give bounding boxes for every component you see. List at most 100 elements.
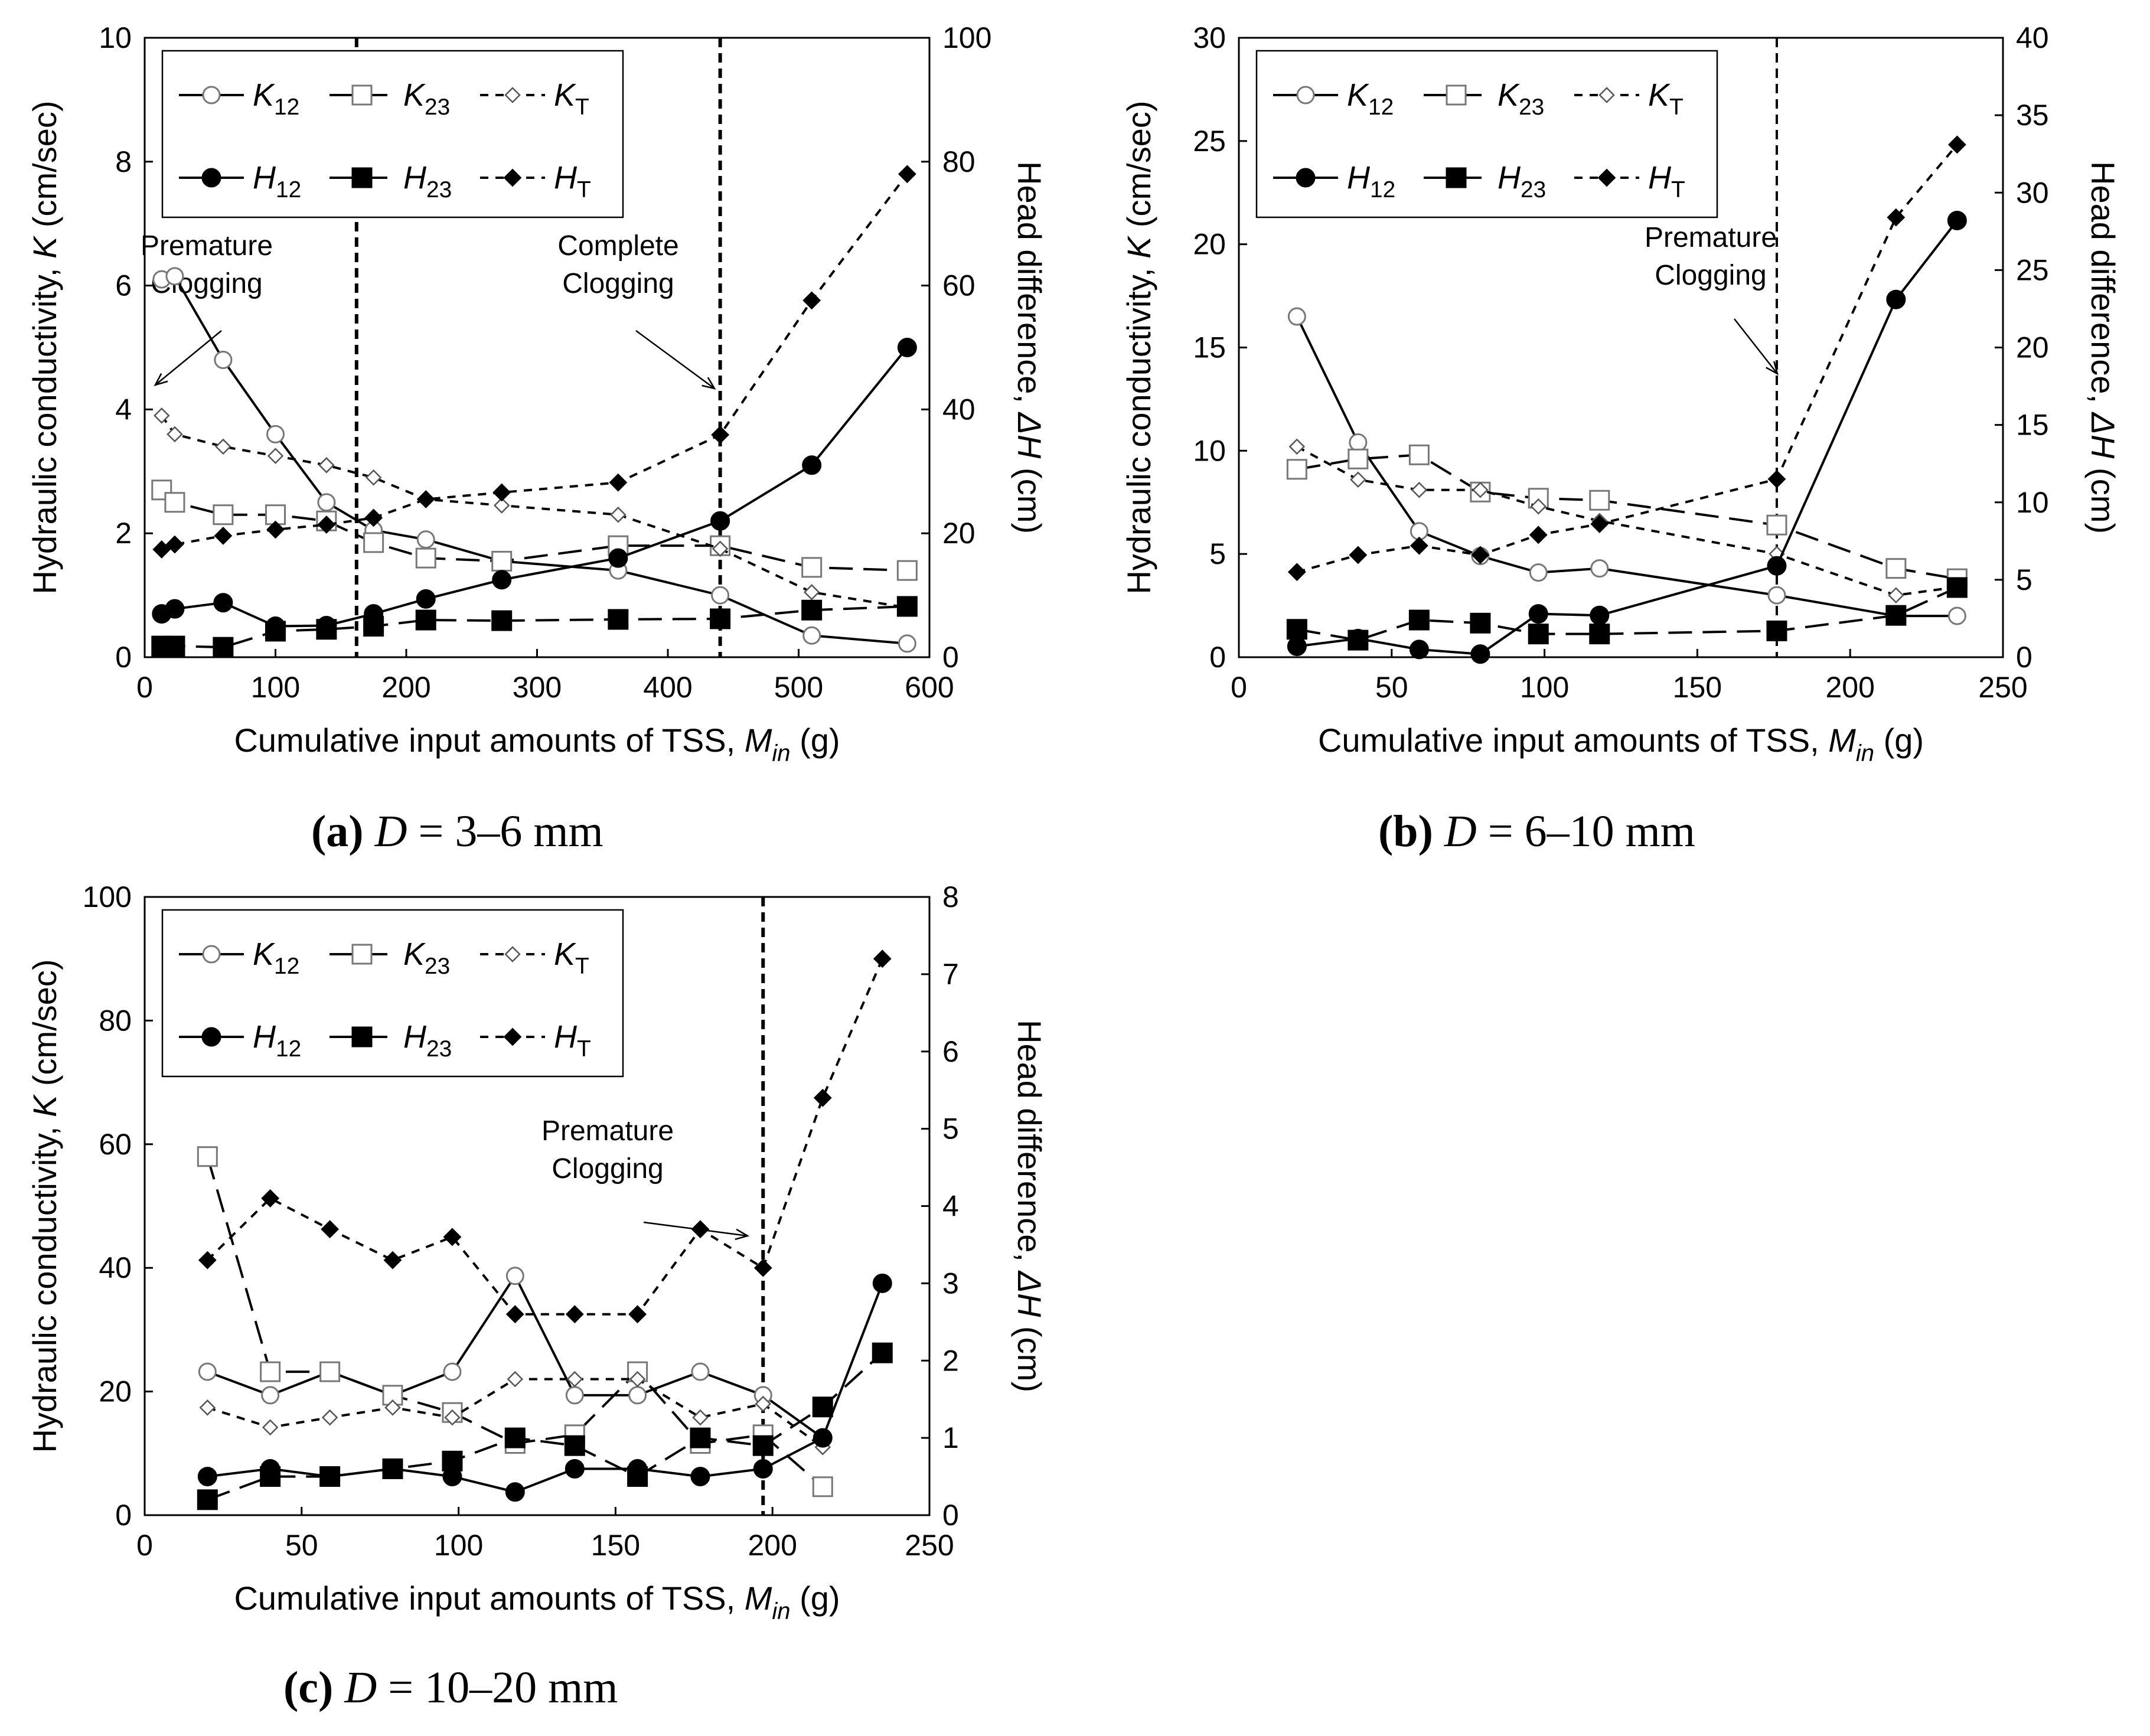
data-point-H23 xyxy=(1286,619,1307,640)
legend-box xyxy=(161,909,624,1078)
data-point-KT xyxy=(507,1370,524,1388)
data-point-KT xyxy=(321,1409,338,1426)
data-point-H23 xyxy=(627,1466,648,1487)
legend-label-K23: K23 xyxy=(1498,77,1544,120)
y2-tick-label: 1 xyxy=(942,1421,959,1454)
y-tick-label: 20 xyxy=(99,1375,132,1408)
x-tick-label: 150 xyxy=(1673,671,1722,704)
clogging-label: Premature xyxy=(1645,222,1777,253)
series-H12 xyxy=(1287,210,1967,664)
data-point-H23 xyxy=(564,1435,585,1456)
data-point-HT xyxy=(565,1305,584,1324)
y2-tick-label: 30 xyxy=(2016,176,2049,209)
data-point-H23 xyxy=(872,1342,893,1363)
data-point-H12 xyxy=(1886,289,1906,309)
data-point-KT xyxy=(444,1409,461,1426)
data-point-H23 xyxy=(608,609,629,630)
legend-label-K12: K12 xyxy=(253,936,299,979)
data-point-K12 xyxy=(165,267,184,286)
data-point-H23 xyxy=(1766,620,1787,641)
x-axis-label: Cumulative input amounts of TSS, Min (g) xyxy=(1318,722,1924,766)
data-point-H23 xyxy=(363,616,384,637)
data-point-H12 xyxy=(1470,644,1490,664)
data-point-H12 xyxy=(505,1482,525,1502)
data-point-K12 xyxy=(1767,586,1786,605)
y2-tick-label: 0 xyxy=(942,641,959,674)
data-point-H12 xyxy=(802,455,822,475)
data-point-HT xyxy=(214,526,233,545)
data-point-KT xyxy=(167,426,183,443)
y2-tick-label: 0 xyxy=(2016,641,2032,674)
legend-marker-H23 xyxy=(351,1026,373,1048)
x-axis-label: Cumulative input amounts of TSS, Min (g) xyxy=(234,722,840,766)
data-point-H12 xyxy=(1528,604,1548,624)
caption-a: (a) D = 3–6 mm xyxy=(311,806,603,857)
y-axis-label: Hydraulic conductivity, K (cm/sec) xyxy=(26,100,63,594)
clogging-label: Clogging xyxy=(552,1153,663,1184)
y2-tick-label: 100 xyxy=(942,21,991,54)
data-point-H23 xyxy=(316,619,337,640)
legend-marker-HT xyxy=(503,168,522,187)
data-point-H23 xyxy=(1589,624,1610,645)
data-point-KT xyxy=(1472,482,1489,498)
data-point-H12 xyxy=(1287,637,1307,657)
series-KT xyxy=(1288,438,1966,603)
data-point-KT xyxy=(154,407,170,424)
data-point-HT xyxy=(802,291,821,310)
data-point-K12 xyxy=(1349,433,1368,452)
data-point-H12 xyxy=(213,593,233,613)
data-point-K23 xyxy=(213,504,234,526)
y-tick-label: 25 xyxy=(1193,125,1226,158)
data-point-KT xyxy=(318,457,335,474)
legend-label-KT: KT xyxy=(554,77,589,120)
data-point-H23 xyxy=(1408,609,1430,631)
data-point-HT xyxy=(266,520,285,539)
data-point-H12 xyxy=(813,1428,833,1448)
x-tick-label: 100 xyxy=(251,671,300,704)
legend-marker-HT xyxy=(1597,168,1616,187)
legend-marker-KT xyxy=(504,946,521,962)
data-point-K23 xyxy=(363,532,384,553)
series-line-H12 xyxy=(1297,220,1958,655)
data-point-H23 xyxy=(504,1427,526,1448)
annotation-arrowhead xyxy=(735,1228,750,1241)
data-point-K23 xyxy=(801,557,823,578)
data-point-HT xyxy=(416,490,435,508)
x-tick-label: 0 xyxy=(136,1529,153,1562)
legend-marker-H12 xyxy=(201,1027,221,1047)
data-point-H12 xyxy=(1947,210,1967,230)
series-HT xyxy=(1287,135,1966,582)
series-line-K12 xyxy=(207,1273,824,1439)
y2-tick-label: 35 xyxy=(2016,99,2049,132)
data-point-H12 xyxy=(492,570,512,590)
y-tick-label: 10 xyxy=(1193,434,1226,467)
data-point-H12 xyxy=(565,1458,585,1479)
data-point-K12 xyxy=(1590,559,1609,578)
y2-tick-label: 2 xyxy=(942,1344,959,1377)
data-point-HT xyxy=(1887,208,1906,227)
series-line-HT xyxy=(206,958,884,1316)
x-tick-label: 50 xyxy=(285,1529,318,1562)
data-point-HT xyxy=(198,1251,217,1270)
data-point-H12 xyxy=(1409,639,1429,660)
data-point-HT xyxy=(1410,536,1428,555)
y-tick-label: 40 xyxy=(99,1251,132,1284)
legend-marker-K23 xyxy=(351,944,373,965)
legend-box xyxy=(1255,50,1718,218)
data-point-HT xyxy=(753,1258,772,1277)
x-tick-label: 100 xyxy=(1520,671,1569,704)
data-point-K23 xyxy=(197,1146,218,1167)
caption-a-range: 3–6 mm xyxy=(455,807,603,856)
legend: K12 K23 KT H12 H23 HT xyxy=(161,909,624,1078)
data-point-HT xyxy=(628,1305,647,1324)
caption-c-eq: = xyxy=(377,1663,425,1712)
data-point-KT xyxy=(1350,471,1366,488)
data-point-K23 xyxy=(164,492,185,513)
y2-tick-label: 10 xyxy=(2016,486,2049,519)
data-point-KT xyxy=(610,506,627,523)
caption-b-range: 6–10 mm xyxy=(1524,807,1695,856)
data-point-KT xyxy=(262,1419,279,1436)
legend-label-HT: HT xyxy=(554,160,591,203)
data-point-H23 xyxy=(260,1466,281,1487)
data-point-H23 xyxy=(1885,605,1907,626)
